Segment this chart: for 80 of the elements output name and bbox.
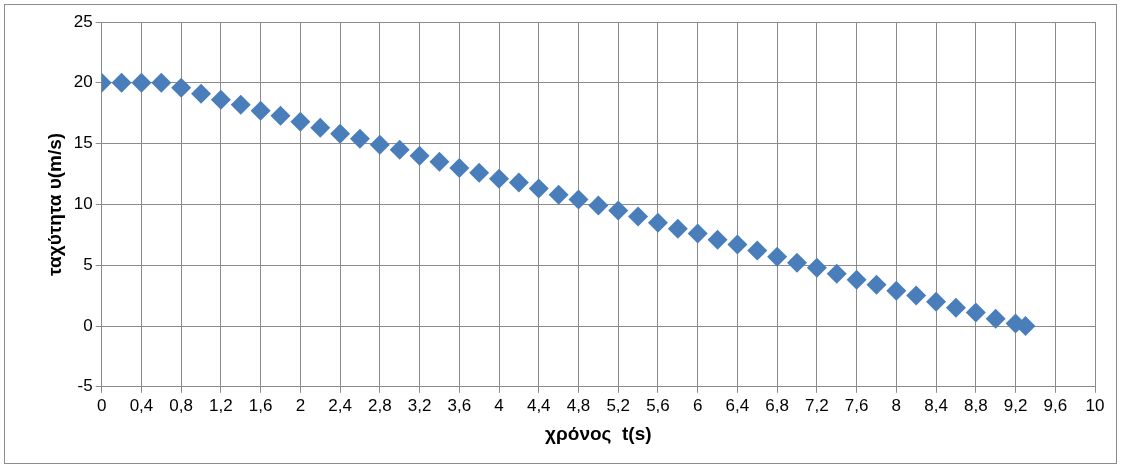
x-tick-label: 7,6 bbox=[844, 395, 869, 415]
point bbox=[369, 134, 390, 155]
x-tick-label: 2 bbox=[295, 395, 306, 415]
point bbox=[250, 100, 271, 121]
point bbox=[945, 297, 966, 318]
x-tick-label: 2,8 bbox=[368, 395, 392, 415]
point bbox=[151, 72, 172, 93]
x-tick-label: 1,2 bbox=[209, 395, 233, 415]
x-tick-label: 4,4 bbox=[526, 395, 551, 415]
point bbox=[767, 246, 788, 267]
point bbox=[707, 229, 728, 250]
x-tick-label: 8,8 bbox=[963, 395, 988, 415]
y-tick-label: -5 bbox=[77, 376, 93, 396]
point bbox=[806, 257, 827, 278]
y-tick-label: 0 bbox=[83, 315, 93, 335]
point bbox=[349, 128, 370, 149]
y-tick-label: 5 bbox=[83, 254, 93, 274]
point bbox=[985, 308, 1006, 329]
x-tick-label: 6,8 bbox=[765, 395, 789, 415]
x-tick-label: 3,6 bbox=[447, 395, 472, 415]
point bbox=[787, 252, 808, 273]
x-tick-label: 6,4 bbox=[725, 395, 750, 415]
point bbox=[171, 77, 192, 98]
x-tick-label: 8 bbox=[891, 395, 902, 415]
point bbox=[906, 285, 927, 306]
point bbox=[270, 105, 291, 126]
y-tick-label: 15 bbox=[73, 133, 93, 153]
point bbox=[926, 291, 947, 312]
point bbox=[449, 157, 470, 178]
x-tick-label: 10 bbox=[1085, 395, 1105, 415]
x-tick-label: 5,2 bbox=[606, 395, 631, 415]
x-tick-label: 0 bbox=[96, 395, 107, 415]
point bbox=[588, 195, 609, 216]
y-tick-label: 10 bbox=[73, 194, 93, 214]
point bbox=[389, 139, 410, 160]
x-tick-label: 8,4 bbox=[924, 395, 948, 415]
point bbox=[886, 280, 907, 301]
point bbox=[469, 162, 490, 183]
point bbox=[409, 145, 430, 166]
point bbox=[131, 72, 152, 93]
x-tick-label: 9,2 bbox=[1003, 395, 1028, 415]
x-tick-label: 9,6 bbox=[1043, 395, 1068, 415]
point bbox=[191, 83, 212, 104]
point bbox=[866, 274, 887, 295]
point bbox=[429, 151, 450, 172]
x-tick-label: 3,2 bbox=[407, 395, 432, 415]
x-tick-label: 5,6 bbox=[646, 395, 670, 415]
point bbox=[111, 72, 132, 93]
point bbox=[548, 184, 569, 205]
point bbox=[230, 94, 251, 115]
point bbox=[528, 178, 549, 199]
point bbox=[747, 240, 768, 261]
point bbox=[290, 111, 311, 132]
x-tick-label: 6 bbox=[692, 395, 703, 415]
point bbox=[568, 189, 589, 210]
point bbox=[310, 117, 331, 138]
point bbox=[687, 223, 708, 244]
point bbox=[508, 172, 529, 193]
point bbox=[846, 269, 867, 290]
x-tick-label: 2,4 bbox=[328, 395, 352, 415]
point bbox=[647, 212, 668, 233]
x-tick-label: 4 bbox=[494, 395, 504, 415]
point bbox=[489, 168, 510, 189]
point bbox=[667, 218, 688, 239]
point bbox=[330, 123, 351, 144]
point bbox=[628, 206, 649, 227]
point bbox=[965, 302, 986, 323]
y-tick-label: 20 bbox=[73, 72, 93, 92]
point bbox=[727, 234, 748, 255]
point bbox=[210, 89, 231, 110]
y-axis-title: ταχύτητα υ(m/s) bbox=[43, 132, 65, 276]
x-tick-label: 1,6 bbox=[248, 395, 273, 415]
point bbox=[608, 200, 629, 221]
x-axis-title: χρόνος t(s) bbox=[545, 422, 652, 444]
x-tick-label: 0,4 bbox=[129, 395, 154, 415]
x-tick-label: 7,2 bbox=[805, 395, 829, 415]
y-tick-label: 25 bbox=[73, 11, 93, 31]
point bbox=[826, 263, 847, 284]
x-tick-label: 4,8 bbox=[566, 395, 591, 415]
x-tick-label: 0,8 bbox=[169, 395, 193, 415]
